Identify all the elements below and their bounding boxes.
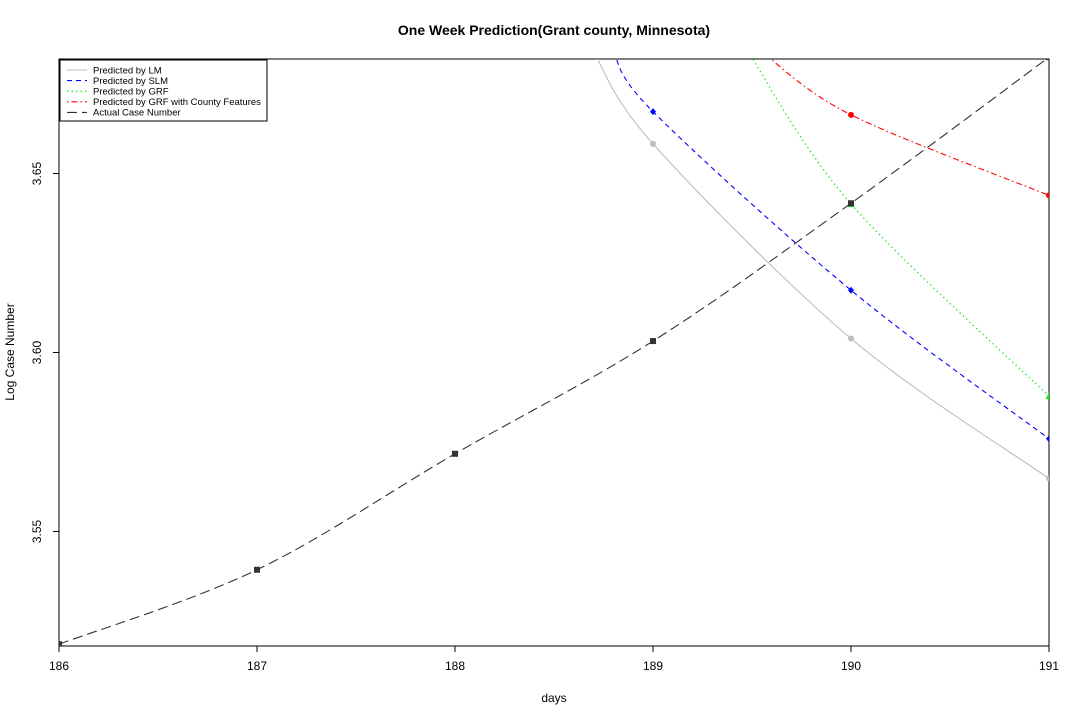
x-tick-label: 186 [49,659,69,673]
legend-label: Predicted by GRF [93,87,169,98]
series-1 [596,59,1049,482]
series-line [59,59,1048,645]
data-point [650,108,656,116]
legend-label: Predicted by LM [93,65,162,76]
data-point [1046,475,1049,482]
data-point [1046,192,1049,199]
series-line [752,59,1049,397]
x-tick-label: 187 [247,659,267,673]
series-3 [752,59,1049,400]
data-point [848,200,854,207]
series-line [615,59,1049,440]
legend-label: Predicted by SLM [93,76,168,87]
data-point [848,286,854,294]
x-axis: 186 187 188 189 190 191 [49,646,1059,673]
y-tick-label: 3.55 [30,519,44,543]
y-axis-label: Log Case Number [3,303,17,400]
data-point [1045,392,1049,400]
legend-label: Actual Case Number [93,108,181,119]
data-point [650,140,656,147]
x-tick-label: 190 [841,659,861,673]
series-5 [59,59,1049,646]
series-line [596,59,1049,479]
x-tick-label: 188 [445,659,465,673]
data-point [848,111,854,118]
data-point [848,335,854,342]
data-point [1046,59,1049,61]
series-layer [59,59,1049,646]
x-tick-label: 191 [1039,659,1059,673]
plot-frame [58,58,1050,647]
chart-title: One Week Prediction(Grant county, Minnes… [398,22,710,38]
y-tick-label: 3.60 [30,340,44,364]
data-point [452,450,458,457]
legend-label: Predicted by GRF with County Features [93,97,261,108]
y-axis: 3.55 3.60 3.65 [30,162,59,543]
data-point [1046,435,1049,443]
x-tick-label: 189 [643,659,663,673]
series-2 [615,59,1049,443]
series-4 [770,59,1049,199]
data-point [650,338,656,345]
y-tick-label: 3.65 [30,162,44,186]
legend-box [59,59,268,122]
data-point [59,641,62,646]
x-axis-label: days [541,691,566,705]
data-point [254,566,260,573]
series-line [770,59,1049,196]
